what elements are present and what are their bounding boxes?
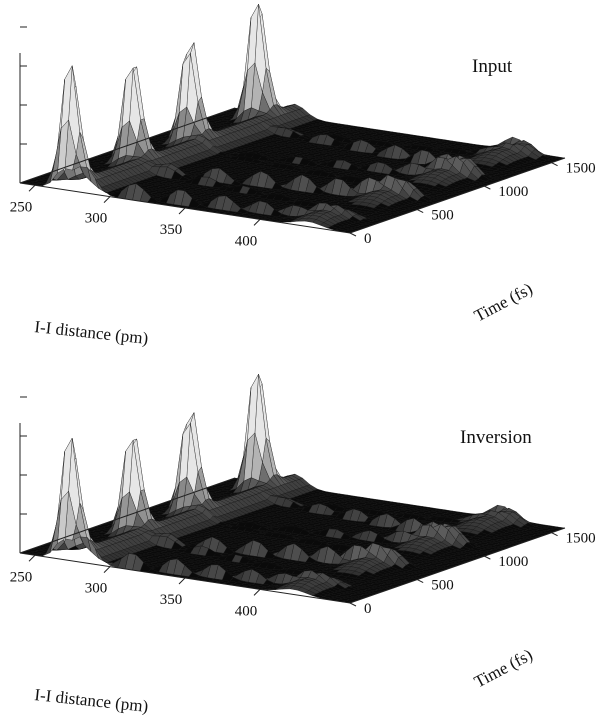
time-tick-label: 0 — [364, 231, 372, 247]
time-tick-label: 1500 — [566, 161, 596, 177]
inversion-surface-plot: 250300350400050010001500 Inversion I-I d… — [10, 374, 596, 716]
x-tick-label: 300 — [85, 211, 108, 227]
x-tick — [29, 185, 35, 191]
time-tick-label: 1000 — [498, 184, 528, 200]
input-surface — [20, 4, 565, 233]
x-tick — [104, 197, 110, 203]
time-tick — [484, 186, 490, 189]
x-tick — [179, 208, 185, 214]
x-tick-label: 400 — [235, 233, 258, 249]
input-y-axis-label: Time (fs) — [471, 279, 536, 325]
x-tick-label: 350 — [160, 222, 183, 238]
x-tick-label: 250 — [10, 199, 33, 215]
time-tick-label: 500 — [431, 208, 454, 224]
inversion-surface — [20, 374, 565, 603]
time-tick — [350, 233, 356, 236]
input-panel-title: Input — [472, 56, 513, 77]
time-tick — [417, 210, 423, 213]
input-x-axis-label: I-I distance (pm) — [34, 317, 150, 348]
time-tick — [552, 163, 558, 166]
input-surface-plot: 250 300 350 400 0 500 1000 1500 Input I-I dista… — [10, 4, 596, 348]
x-tick — [254, 219, 260, 225]
